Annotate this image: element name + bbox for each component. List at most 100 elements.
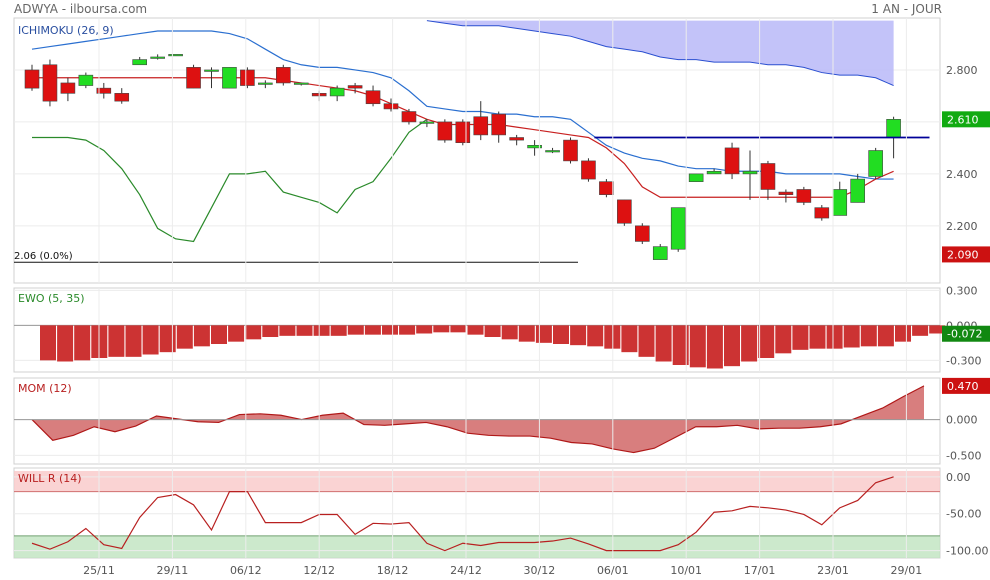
- candlestick-series: [24, 54, 901, 260]
- panel-mom-frame: [13, 377, 941, 465]
- chikou-line: [32, 118, 428, 243]
- ichimoku-cloud: [426, 20, 894, 87]
- ewo-bar: [382, 325, 398, 335]
- ewo-bar: [912, 325, 929, 336]
- willr-line: [31, 476, 894, 552]
- candle-body: [96, 87, 112, 94]
- candle-body: [365, 90, 381, 105]
- ewo-bar: [245, 325, 262, 340]
- candle-body: [581, 160, 596, 180]
- x-axis: 25/11 29/11 06/12 12/12 18/12 24/12 30/12 06/01…: [83, 18, 922, 577]
- y-tick-label: 0.00: [946, 471, 971, 484]
- candle-body: [150, 56, 165, 59]
- y-tick-label: 2.400: [946, 168, 978, 181]
- ewo-bar: [535, 325, 552, 343]
- ewo-bar: [313, 325, 330, 336]
- panel-willr: WILL R (14) 0.00 -50.00 -100.00: [13, 467, 988, 559]
- candle-body: [796, 189, 812, 203]
- ewo-bar: [672, 325, 689, 365]
- candle-body: [527, 145, 542, 149]
- candle-body: [383, 103, 399, 110]
- candle-body: [599, 181, 614, 195]
- candle-body: [275, 67, 291, 84]
- ewo-bar: [570, 325, 587, 346]
- candle-body: [850, 178, 866, 203]
- ewo-bar: [57, 325, 74, 362]
- ewo-bar: [74, 325, 91, 361]
- y-tick-label: 2.800: [946, 64, 978, 77]
- candle-body: [240, 69, 255, 86]
- kumo-cloud: [426, 20, 894, 86]
- ewo-value-label-box: [942, 325, 990, 342]
- candle-body: [437, 121, 453, 141]
- senkou-span-line: [426, 20, 894, 87]
- low-price-label-box: [942, 246, 990, 263]
- candle-body: [78, 74, 94, 86]
- willr-oversold-band: [14, 535, 940, 558]
- x-tick-label: 25/11: [83, 564, 115, 577]
- y-tick-label: 0.300: [946, 284, 978, 297]
- candle-body: [778, 191, 794, 195]
- ewo-bar: [450, 325, 467, 333]
- low-price-label: 2.090: [947, 248, 979, 261]
- chart-source-title: ADWYA - ilboursa.com: [14, 2, 148, 16]
- willr-grid: [14, 476, 940, 552]
- last-price-label-box: [942, 111, 990, 128]
- x-tick-label: 17/01: [744, 564, 776, 577]
- x-tick-label: 29/01: [891, 564, 923, 577]
- candle-body: [419, 121, 435, 124]
- ewo-bar: [159, 325, 176, 353]
- ewo-title: EWO (5, 35): [18, 292, 85, 305]
- ewo-bar: [330, 325, 347, 336]
- x-tick-label: 30/12: [524, 564, 556, 577]
- ewo-bar: [877, 325, 894, 347]
- candle-body: [760, 163, 776, 190]
- candle-body: [347, 85, 363, 89]
- y-tick-label: -50.00: [946, 508, 981, 521]
- ewo-bar: [433, 325, 450, 333]
- panel-mom: MOM (12) 0.000 -0.500 0.470: [13, 377, 990, 465]
- reference-line: 2.06 (0.0%): [14, 136, 930, 263]
- ewo-bar: [228, 325, 245, 342]
- mom-value-label-box: [942, 377, 990, 394]
- candle-body: [60, 82, 76, 94]
- ewo-bars: [14, 324, 946, 369]
- x-tick-label: 29/11: [157, 564, 189, 577]
- ewo-bar: [758, 325, 775, 358]
- ewo-bar: [211, 325, 227, 344]
- mom-title: MOM (12): [18, 382, 72, 395]
- ewo-bar: [347, 325, 364, 335]
- candle-body: [563, 139, 578, 162]
- ewo-bar: [553, 325, 569, 344]
- candle-body: [652, 246, 668, 260]
- candle-body: [473, 116, 489, 136]
- ewo-bar: [279, 325, 296, 336]
- ewo-bar: [843, 325, 860, 348]
- candle-body: [634, 225, 650, 242]
- candle-body: [455, 121, 471, 144]
- candle-body: [258, 82, 273, 85]
- candle-body: [114, 93, 130, 102]
- candle-body: [814, 207, 830, 219]
- panel-ichimoku: 2.06 (0.0%) ICHIMOKU (26, 9) 2.200 2.400 2…: [13, 17, 990, 284]
- ewo-bar: [125, 325, 142, 357]
- ewo-bar: [296, 325, 313, 336]
- ewo-bar: [40, 325, 56, 361]
- candle-body: [132, 59, 147, 66]
- ewo-bar: [621, 325, 638, 353]
- ewo-bar: [501, 325, 518, 340]
- x-tick-label: 06/01: [597, 564, 629, 577]
- candle-body: [724, 147, 740, 175]
- ewo-bar: [655, 325, 672, 362]
- candle-body: [222, 67, 237, 89]
- ewo-bar: [724, 325, 740, 367]
- y-tick-label: -0.300: [946, 354, 981, 367]
- ewo-bar: [484, 325, 501, 337]
- panel-ewo: EWO (5, 35) 0.3000.000-0.300-0.072: [13, 284, 990, 373]
- y-tick-label: 0.000: [946, 414, 978, 427]
- candle-body: [868, 150, 883, 177]
- candle-body: [670, 207, 686, 250]
- chart-period-label: 1 AN - JOUR: [871, 2, 942, 16]
- ewo-bar: [929, 325, 946, 334]
